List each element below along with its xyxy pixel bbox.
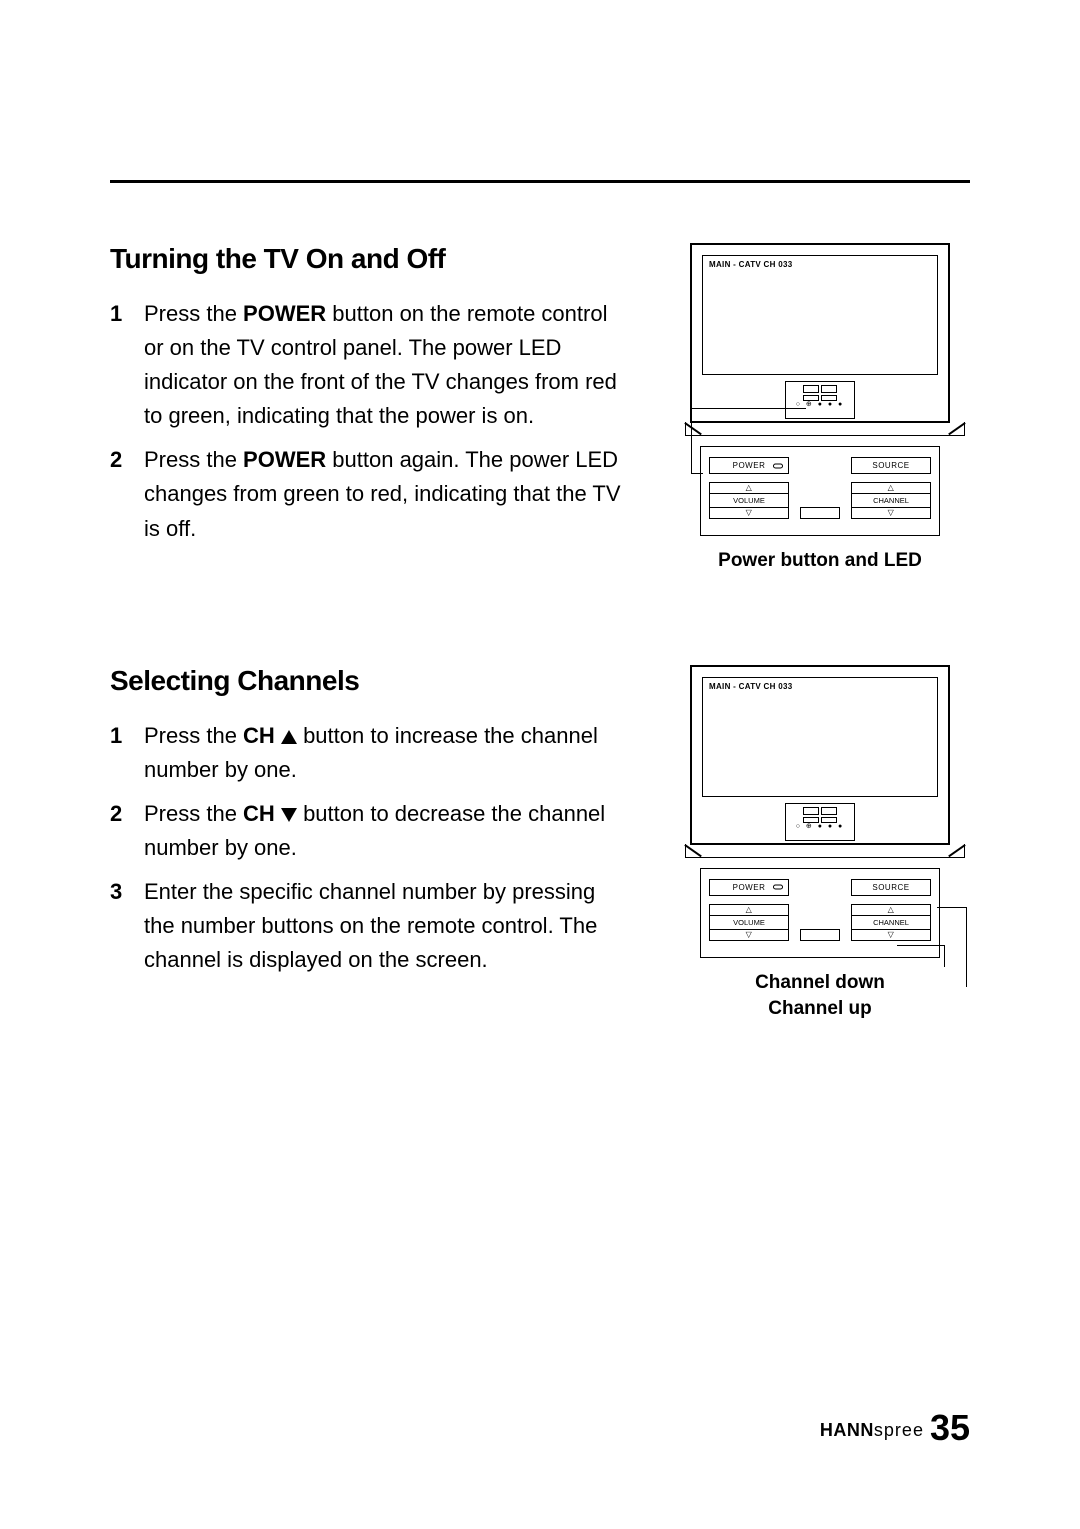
page-footer: HANNspree 35: [820, 1407, 970, 1449]
panel-power-button: POWER: [709, 457, 789, 474]
figure-power: MAIN - CATV CH 033 ○ ⊕ ● ● ● POWER: [670, 243, 970, 575]
arrow-up-icon: [281, 730, 297, 744]
callout-power-line-bot: [691, 473, 703, 474]
brand-light: spree: [874, 1420, 924, 1440]
volume-up-icon: △: [709, 482, 789, 494]
power-led-icon-2: [773, 885, 783, 890]
callout-ch-down-line-v: [944, 945, 945, 967]
brand-bold: HANN: [820, 1420, 874, 1440]
panel-power-button-2: POWER: [709, 879, 789, 896]
channel-down-icon-2: ▽: [851, 929, 931, 941]
panel-volume-group-2: △ VOLUME ▽: [709, 904, 789, 941]
tv-screen: MAIN - CATV CH 033: [702, 255, 938, 375]
tv-stand-2: [685, 844, 965, 858]
step-channels-1: Press the CH button to increase the chan…: [110, 719, 630, 787]
tv-osd-text-2: MAIN - CATV CH 033: [703, 678, 937, 695]
figure-channels: MAIN - CATV CH 033 ○ ⊕ ● ● ● POWER: [670, 665, 970, 1023]
callout-ch-up-line: [937, 907, 967, 908]
channel-up-icon: △: [851, 482, 931, 494]
callout-ch-up-line-v: [966, 907, 967, 987]
volume-down-icon-2: ▽: [709, 929, 789, 941]
tv-body-2: MAIN - CATV CH 033 ○ ⊕ ● ● ●: [690, 665, 950, 845]
step-channels-3: Enter the specific channel number by pre…: [110, 875, 630, 977]
panel-source-button: SOURCE: [851, 457, 931, 474]
top-rule: [110, 180, 970, 183]
tv-speaker-panel: ○ ⊕ ● ● ●: [785, 381, 855, 419]
panel-channel-group: △ CHANNEL ▽: [851, 482, 931, 519]
callout-power-line: [691, 408, 692, 473]
callout-ch-down-line: [897, 945, 945, 946]
step-power-2: Press the POWER button again. The power …: [110, 443, 630, 545]
tv-speaker-panel-2: ○ ⊕ ● ● ●: [785, 803, 855, 841]
tv-control-panel: POWER SOURCE △ VOLUME ▽ △: [700, 446, 940, 536]
arrow-down-icon: [281, 808, 297, 822]
power-led-icon: [773, 463, 783, 468]
panel-source-button-2: SOURCE: [851, 879, 931, 896]
callout-power-line-top: [691, 408, 806, 409]
panel-channel-group-2: △ CHANNEL ▽: [851, 904, 931, 941]
panel-ir-window: [800, 507, 840, 519]
section-channels: Selecting Channels Press the CH button t…: [110, 665, 970, 1023]
heading-power: Turning the TV On and Off: [110, 243, 630, 275]
section-power: Turning the TV On and Off Press the POWE…: [110, 243, 970, 575]
step-power-1: Press the POWER button on the remote con…: [110, 297, 630, 433]
tv-screen-2: MAIN - CATV CH 033: [702, 677, 938, 797]
panel-volume-group: △ VOLUME ▽: [709, 482, 789, 519]
panel-ir-window-2: [800, 929, 840, 941]
page-number: 35: [930, 1407, 970, 1448]
tv-body: MAIN - CATV CH 033 ○ ⊕ ● ● ●: [690, 243, 950, 423]
channel-down-icon: ▽: [851, 507, 931, 519]
heading-channels: Selecting Channels: [110, 665, 630, 697]
figure-caption-power: Power button and LED: [718, 548, 922, 575]
steps-power: Press the POWER button on the remote con…: [110, 297, 630, 546]
channel-up-icon-2: △: [851, 904, 931, 916]
tv-osd-text: MAIN - CATV CH 033: [703, 256, 937, 273]
volume-down-icon: ▽: [709, 507, 789, 519]
tv-stand: [685, 422, 965, 436]
step-channels-2: Press the CH button to decrease the chan…: [110, 797, 630, 865]
steps-channels: Press the CH button to increase the chan…: [110, 719, 630, 978]
figure-caption-channels: Channel down Channel up: [755, 970, 885, 1023]
volume-up-icon-2: △: [709, 904, 789, 916]
